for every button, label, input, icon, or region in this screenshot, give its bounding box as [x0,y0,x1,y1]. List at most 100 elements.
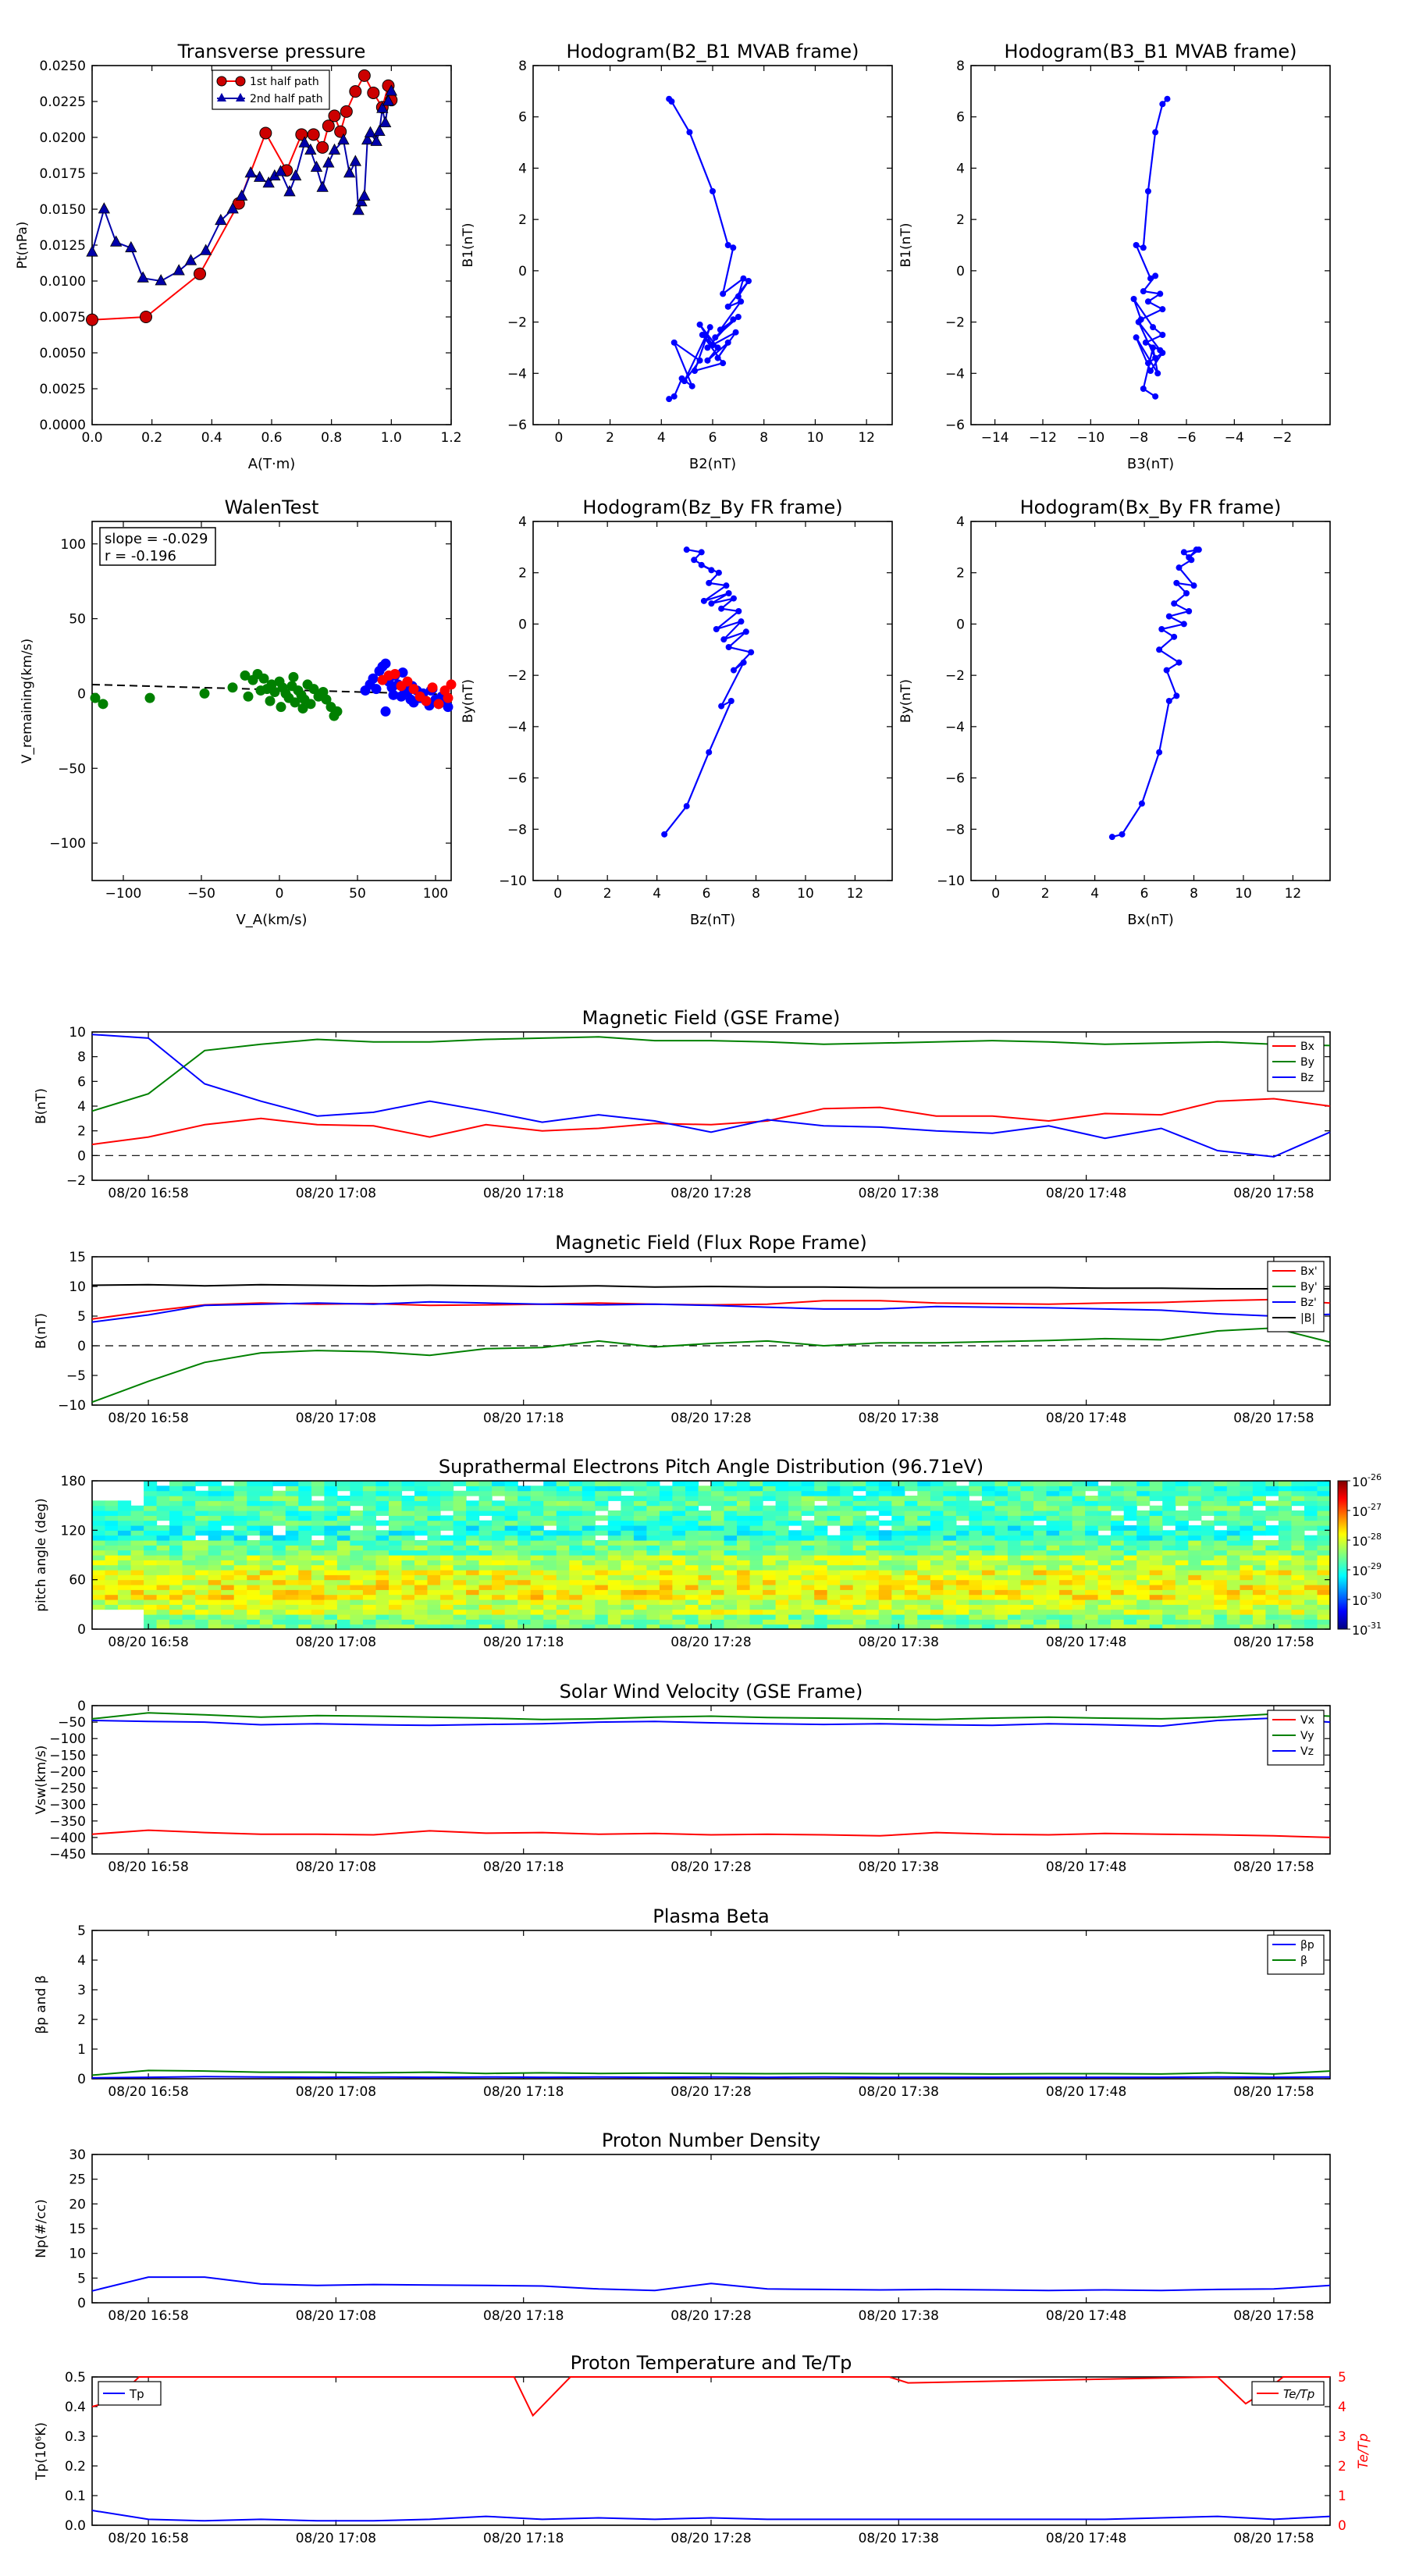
pad-cell [298,1589,312,1596]
pad-cell [492,1609,506,1615]
pad-cell [840,1490,854,1496]
pad-cell [440,1619,454,1625]
pad-cell [1265,1594,1279,1600]
pad-cell [1046,1619,1060,1625]
pad-cell [1188,1564,1202,1571]
pad-cell [453,1535,467,1541]
pad-cell [878,1579,892,1585]
pad-cell [1123,1599,1137,1605]
pad-cell [1278,1614,1292,1620]
pad-cell [285,1604,299,1610]
pad-xtick-label-3: 08/20 17:28 [670,1635,751,1650]
pad-cell [401,1560,415,1566]
pad-cell [518,1520,532,1526]
pad-cell [298,1619,312,1625]
pad-cell [698,1609,712,1615]
bfr-legend-label-2: Bz' [1300,1297,1317,1309]
pad-cell [1278,1589,1292,1596]
pad-cell [685,1560,699,1566]
pad-cell [118,1545,132,1551]
pad-cell [518,1545,532,1551]
pad-cell [994,1555,1008,1560]
beta-xtick-label-2: 08/20 17:18 [483,2084,564,2100]
h3-point-26 [683,546,690,553]
h1-point-27 [706,324,713,331]
pad-cell [1020,1579,1034,1585]
pad-cell [144,1490,158,1496]
pad-cell [724,1624,738,1630]
pad-cell [969,1564,983,1571]
pad-cell [1265,1485,1279,1492]
tp-ytick-label-1: 0.0025 [40,382,86,397]
pad-cell [543,1585,557,1590]
pad-cell [891,1564,905,1571]
pad-cell [182,1604,196,1610]
h2-xtick-label-6: −2 [1272,430,1292,446]
pad-cell [711,1510,725,1516]
pad-cell [504,1530,518,1536]
h3-point-13 [735,608,742,614]
pad-cell [156,1609,170,1615]
pad-cell [698,1570,712,1575]
h4-point-15 [1183,590,1190,596]
pad-cell [1059,1570,1073,1575]
pad-cell [878,1564,892,1571]
pad-cell [556,1564,570,1571]
pad-cell [259,1540,273,1546]
pad-cell [1252,1560,1266,1566]
pad-cell [1072,1530,1086,1536]
h1-point-5 [730,244,737,251]
pad-cell [285,1496,299,1501]
pad-cell [105,1555,119,1560]
pad-cell [221,1564,235,1571]
pad-cell [336,1525,350,1531]
pad-cell [427,1535,441,1541]
pad-cell [866,1574,880,1581]
bfr-legend-label-0: Bx' [1300,1265,1318,1278]
pad-cell [1240,1604,1254,1610]
pad-cell [298,1594,312,1600]
h2-point-11 [1159,306,1166,313]
pad-cell [1252,1496,1266,1501]
pad-cell [414,1589,429,1596]
pad-cell [144,1505,158,1511]
pad-cell [672,1574,686,1581]
pad-cell [1304,1604,1318,1610]
pad-cell [595,1599,609,1605]
pad-cell [1278,1585,1292,1590]
pad-cell [208,1525,222,1531]
pad-cell [259,1500,273,1507]
pad-cell [518,1500,532,1507]
pad-cell [737,1594,751,1600]
pad-cell [1033,1505,1048,1511]
pad-cell [414,1520,429,1526]
pad-cell [1240,1614,1254,1620]
pad-cell [981,1545,995,1551]
h1-point-15 [730,316,737,323]
pad-cell [840,1535,854,1541]
bfr-ytick-label-3: 5 [77,1309,86,1325]
pad-cell [943,1579,957,1585]
pad-cell [595,1500,609,1507]
vsw-xtick-label-3: 08/20 17:28 [670,1859,751,1875]
h2-ytick-label-7: 8 [956,59,965,74]
pad-cell [324,1496,338,1501]
pad-cell [556,1525,570,1531]
pad-cell [621,1560,635,1566]
pad-cell [1008,1481,1022,1486]
pad-cell [904,1555,918,1560]
pad-cell [955,1545,969,1551]
pad-cell [1226,1604,1240,1610]
pad-cell [182,1550,196,1556]
pad-cell [401,1540,415,1546]
pad-cell [1200,1564,1215,1571]
tp-title: Transverse pressure [177,41,366,62]
pad-cell [156,1510,170,1516]
pad-cell [182,1496,196,1501]
pad-cell [362,1585,376,1590]
pad-cell [763,1564,777,1571]
pad-cell [1162,1485,1176,1492]
pad-cell [801,1545,815,1551]
pad-cell [375,1520,389,1526]
h1-point-11 [738,298,745,305]
